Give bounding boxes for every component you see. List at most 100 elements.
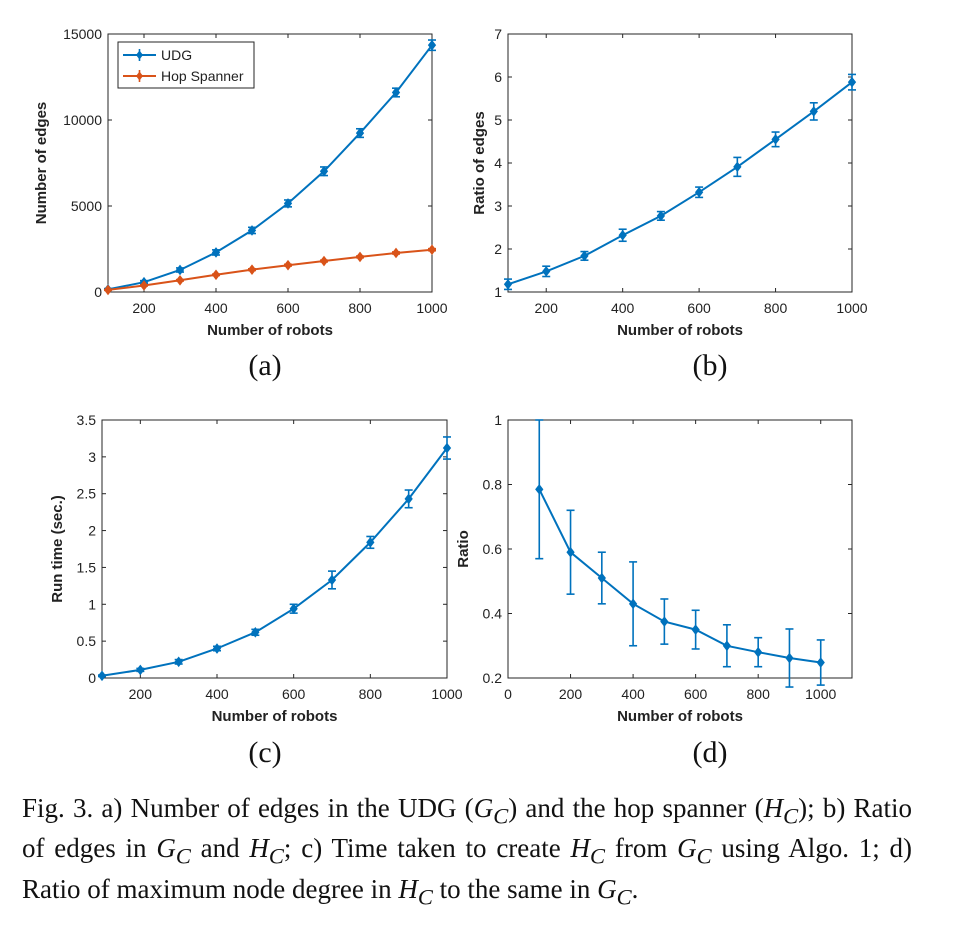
- y-tick-label: 1: [88, 596, 96, 612]
- data-point: [355, 251, 365, 263]
- data-point: [722, 640, 732, 652]
- y-axis-label: Run time (sec.): [49, 495, 66, 603]
- series-line: [507, 81, 853, 286]
- chart-3: 200 400 600 800 1000 0 0.5 1 1.5 2 2.5 3 3.5 Number o…: [49, 412, 463, 769]
- y-tick-label: 5: [494, 112, 502, 128]
- plot-frame: [507, 33, 853, 293]
- x-tick-label: 600: [687, 300, 711, 316]
- data-point: [754, 646, 763, 658]
- x-tick-label: 800: [348, 300, 372, 316]
- y-tick-label: 1: [494, 412, 502, 428]
- y-tick-label: 3: [494, 198, 502, 214]
- data-point: [427, 244, 437, 256]
- plot-frame: [507, 419, 853, 679]
- y-tick-label: 0: [88, 670, 96, 686]
- plot-frame: [107, 33, 433, 293]
- data-point: [628, 598, 638, 610]
- x-tick-label: 1000: [836, 300, 867, 316]
- x-tick-label: 400: [611, 300, 635, 316]
- data-point: [816, 657, 825, 668]
- data-point: [566, 546, 575, 558]
- data-point: [212, 643, 222, 654]
- x-tick-label: 600: [684, 686, 708, 702]
- y-tick-label: 3.5: [77, 412, 97, 428]
- y-tick-label: 0.5: [77, 633, 97, 649]
- x-tick-label: 800: [359, 686, 383, 702]
- x-tick-label: 200: [559, 686, 583, 702]
- y-tick-label: 0: [94, 284, 102, 300]
- data-point: [771, 134, 780, 145]
- x-axis-label: Number of robots: [212, 708, 338, 725]
- y-tick-label: 0.2: [483, 670, 503, 686]
- y-tick-label: 10000: [63, 112, 102, 128]
- data-point: [694, 186, 704, 198]
- data-point: [391, 87, 401, 98]
- y-axis-label: Ratio of edges: [471, 111, 488, 214]
- data-point: [809, 106, 818, 117]
- data-point: [97, 670, 107, 682]
- data-point: [139, 280, 149, 291]
- data-point: [355, 127, 365, 139]
- data-point: [319, 255, 329, 267]
- data-point: [211, 269, 221, 281]
- data-point: [404, 493, 413, 505]
- data-point: [580, 250, 589, 262]
- chart-4: 0 200 400 600 800 1000 0.2 0.4 0.6 0.8 1 Number of …: [455, 412, 853, 769]
- data-point: [319, 165, 329, 177]
- data-point: [103, 284, 113, 296]
- data-point: [175, 274, 185, 286]
- y-tick-label: 2: [494, 241, 502, 257]
- y-tick-label: 4: [494, 155, 502, 171]
- x-axis-label: Number of robots: [617, 322, 743, 339]
- y-axis-label: Ratio: [455, 530, 472, 568]
- data-point: [847, 76, 857, 88]
- x-tick-label: 1000: [416, 300, 447, 316]
- data-point: [542, 266, 551, 277]
- y-tick-label: 15000: [63, 26, 102, 42]
- data-point: [175, 264, 185, 276]
- y-tick-label: 0.4: [483, 606, 503, 622]
- chart-2: 200 400 600 800 1000 1 2 3 4 5 6 7 Number of robots R…: [471, 26, 868, 382]
- data-point: [283, 198, 293, 209]
- legend-marker: [136, 50, 143, 60]
- x-tick-label: 400: [621, 686, 645, 702]
- data-point: [136, 664, 145, 676]
- data-point: [366, 537, 375, 548]
- data-point: [597, 572, 606, 584]
- legend-label: UDG: [161, 47, 192, 63]
- data-point: [691, 624, 700, 635]
- y-tick-label: 2.5: [77, 486, 97, 502]
- plot-frame: [101, 419, 448, 679]
- series-line: [107, 248, 433, 291]
- legend-label: Hop Spanner: [161, 68, 244, 84]
- x-tick-label: 800: [764, 300, 788, 316]
- data-point: [247, 225, 257, 236]
- subfigure-label: (d): [693, 736, 728, 769]
- data-point: [442, 442, 452, 454]
- x-tick-label: 400: [204, 300, 228, 316]
- data-point: [247, 264, 257, 275]
- data-point: [656, 210, 666, 222]
- subfigure-label: (b): [693, 349, 728, 382]
- y-tick-label: 0.8: [483, 477, 503, 493]
- x-tick-label: 600: [276, 300, 300, 316]
- legend-box: [117, 41, 255, 89]
- x-axis-label: Number of robots: [207, 322, 333, 339]
- data-point: [289, 603, 298, 615]
- y-tick-label: 3: [88, 449, 96, 465]
- legend-marker: [136, 71, 143, 81]
- data-point: [503, 278, 513, 290]
- data-point: [785, 652, 794, 664]
- series-line: [107, 44, 433, 291]
- data-point: [211, 247, 221, 258]
- subfigure-label: (c): [248, 736, 281, 769]
- x-tick-label: 400: [205, 686, 229, 702]
- x-tick-label: 200: [132, 300, 156, 316]
- data-point: [733, 161, 742, 173]
- x-tick-label: 200: [535, 300, 559, 316]
- x-tick-label: 1000: [805, 686, 836, 702]
- data-point: [535, 484, 544, 495]
- y-tick-label: 0.6: [483, 541, 503, 557]
- data-point: [427, 39, 437, 51]
